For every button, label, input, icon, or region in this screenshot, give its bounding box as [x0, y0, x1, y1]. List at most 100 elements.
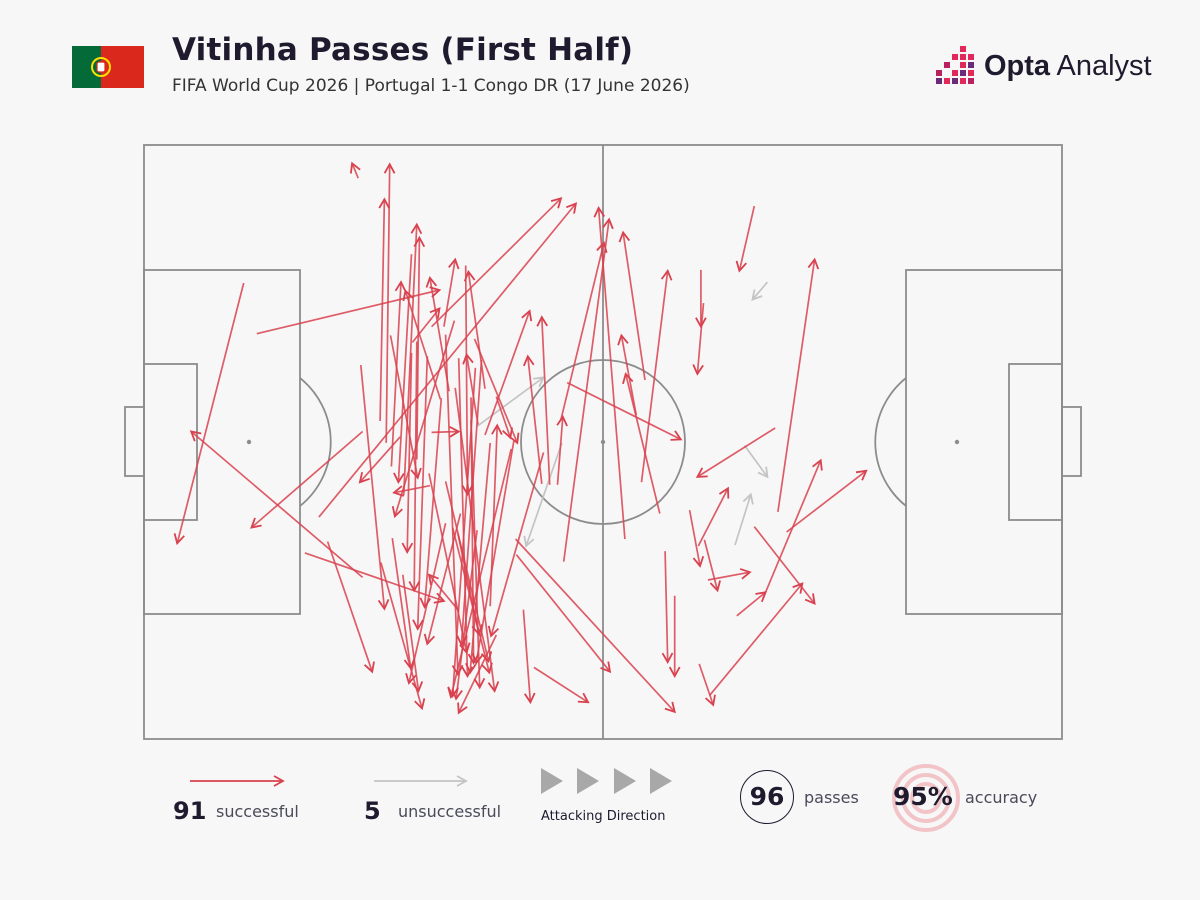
successful-pass-91: [777, 257, 820, 513]
successful-pass-88: [753, 526, 816, 606]
successful-pass-64: [562, 217, 614, 562]
successful-pass-34: [470, 420, 486, 690]
successful-pass-53: [411, 306, 441, 343]
successful-pass-36: [471, 440, 515, 665]
successful-pass-62: [358, 436, 401, 484]
right-penalty-arc: [874, 377, 907, 507]
right-penalty-spot: [954, 439, 960, 445]
successful-pass-72: [593, 206, 626, 540]
successful-pass-17: [457, 634, 498, 715]
successful-pass-35: [447, 367, 477, 699]
successful-pass-7: [359, 365, 390, 611]
successful-pass-33: [444, 334, 464, 677]
passes-badge: [740, 770, 794, 824]
successful-pass-66: [522, 354, 543, 484]
successful-pass-47: [489, 423, 503, 607]
successful-pass-68: [556, 414, 568, 485]
successful-pass-3: [250, 430, 364, 529]
successful-pass-87: [762, 458, 823, 599]
brand-name-bold: Opta: [984, 50, 1051, 82]
successful-pass-65: [484, 309, 533, 436]
successful-pass-56: [383, 162, 396, 443]
right-six-yard-box: [1008, 363, 1063, 521]
successful-pass-61: [413, 235, 426, 460]
successful-pass-46: [431, 426, 461, 438]
successful-pass-21: [533, 666, 590, 704]
successful-passes: [173, 161, 868, 715]
successful-pass-20: [522, 609, 536, 705]
successful-pass-44: [495, 396, 514, 440]
successful-pass-25: [457, 533, 483, 637]
opta-analyst-logo: Opta Analyst: [934, 44, 1164, 90]
successful-pass-89: [786, 469, 868, 533]
flag-armillary-sphere: [91, 57, 111, 77]
successful-pass-42: [461, 265, 474, 497]
successful-pass-57: [378, 197, 391, 422]
successful-pass-37: [487, 452, 545, 638]
successful-pass-67: [536, 315, 551, 485]
successful-pass-13: [427, 573, 460, 612]
pitch-markings: [124, 144, 1082, 740]
successful-pass-79: [688, 509, 705, 568]
successful-pass-28: [412, 356, 429, 631]
unsuccessful-label: unsuccessful: [398, 802, 502, 821]
passes-count: 96: [749, 782, 785, 811]
successful-pass-78: [695, 427, 776, 478]
successful-pass-70: [617, 333, 638, 416]
successful-pass-55: [402, 222, 423, 496]
successful-pass-8: [380, 562, 426, 711]
accuracy-label: accuracy: [965, 788, 1038, 807]
unsuccessful-count: 5: [364, 797, 381, 825]
passes-label: passes: [804, 788, 859, 807]
successful-pass-74: [566, 381, 683, 441]
successful-pass-45: [392, 484, 431, 497]
successful-pass-43: [473, 338, 520, 445]
centre-spot: [600, 439, 606, 445]
left-penalty-spot: [246, 439, 252, 445]
accuracy-value: 95%: [893, 782, 953, 811]
right-penalty-area: [905, 269, 1063, 615]
unsuccessful-pass-1: [523, 442, 563, 548]
flag-green-field: [72, 46, 101, 88]
successful-pass-6: [326, 541, 375, 674]
successful-pass-85: [703, 539, 721, 593]
left-penalty-area: [143, 269, 301, 615]
successful-pass-19: [447, 448, 513, 699]
successful-label: successful: [216, 802, 299, 821]
successful-pass-23: [514, 538, 676, 714]
brand-name: Opta Analyst: [984, 50, 1152, 83]
successful-pass-50: [463, 269, 486, 389]
unsuccessful-pass-2: [476, 376, 545, 427]
successful-pass-5: [304, 552, 446, 604]
successful-pass-86: [736, 591, 768, 617]
successful-pass-75: [692, 303, 705, 376]
attacking-direction-icon: [541, 768, 672, 794]
accuracy-target-icon: [892, 764, 960, 832]
successful-pass-84: [661, 551, 674, 664]
successful-pass-48: [462, 352, 479, 425]
successful-pass-80: [698, 663, 716, 707]
successful-pass-22: [515, 554, 612, 674]
successful-pass-10: [391, 537, 416, 671]
successful-pass-63: [560, 240, 608, 420]
successful-pass-90: [697, 486, 730, 547]
successful-pass-54: [390, 280, 407, 467]
unsuccessful-pass-5: [734, 492, 754, 546]
successful-pass-41: [401, 352, 414, 554]
successful-pass-69: [618, 230, 646, 381]
unsuccessful-pass-4: [743, 445, 769, 479]
successful-pass-52: [402, 289, 442, 400]
successful-pass-29: [457, 358, 474, 678]
successful-pass-27: [419, 398, 443, 609]
successful-pass-58: [349, 161, 361, 179]
attacking-direction-label: Attacking Direction: [541, 809, 666, 824]
unsuccessful-passes: [476, 281, 769, 548]
successful-pass-9: [401, 574, 424, 693]
brand-name-light: Analyst: [1050, 50, 1152, 82]
successful-pass-32: [456, 359, 483, 647]
successful-pass-71: [622, 372, 661, 514]
left-goal: [124, 406, 145, 477]
successful-pass-49: [425, 275, 450, 392]
successful-pass-51: [443, 257, 460, 327]
